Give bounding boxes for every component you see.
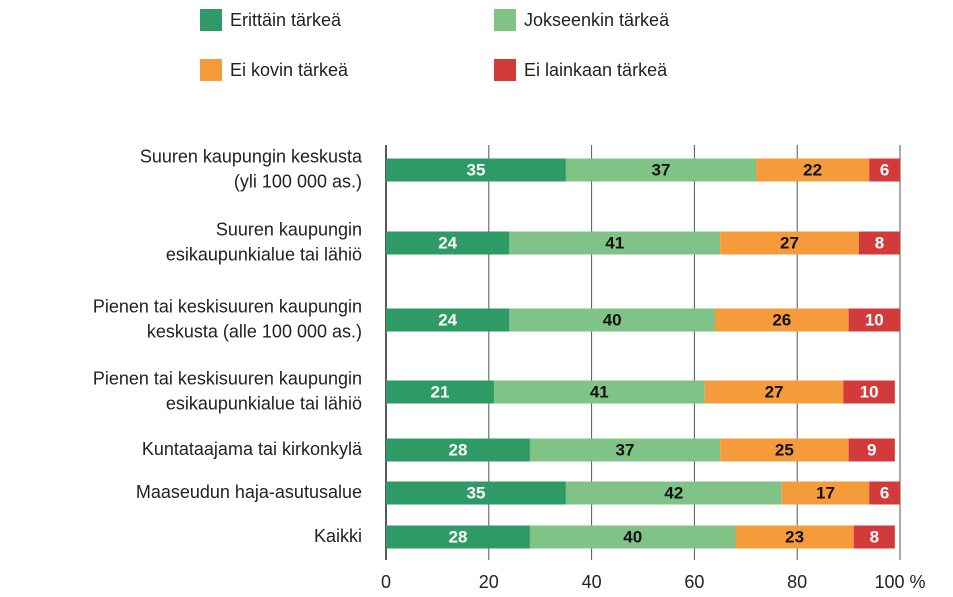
value-label: 27 [780, 233, 799, 252]
value-label: 6 [880, 160, 889, 179]
legend-label: Jokseenkin tärkeä [524, 10, 670, 30]
value-label: 35 [466, 160, 485, 179]
legend-label: Erittäin tärkeä [230, 10, 342, 30]
category-label: Kuntataajama tai kirkonkylä [142, 439, 363, 459]
bar-segment [509, 231, 721, 255]
x-tick-label: 80 [787, 572, 807, 592]
bar-segment [386, 525, 530, 549]
value-label: 23 [785, 527, 804, 546]
bar-segment [869, 158, 900, 182]
legend-swatch [200, 59, 222, 81]
bar-segment [529, 438, 721, 462]
value-label: 8 [875, 233, 884, 252]
bar-segment [386, 481, 566, 505]
value-label: 40 [603, 310, 622, 329]
category-label-line: Suuren kaupungin [216, 219, 362, 239]
value-label: 27 [765, 382, 784, 401]
value-label: 41 [590, 382, 609, 401]
value-label: 24 [438, 233, 457, 252]
category-label: Suuren kaupungin esikaupunkialue tai lähi… [166, 219, 362, 264]
bar-segment [493, 380, 705, 404]
bar-segment [704, 380, 844, 404]
category-label: Pienen tai keskisuuren kaupungin keskusta… [93, 296, 362, 341]
legend-swatch [494, 9, 516, 31]
bar-segment [848, 308, 900, 332]
bar-segment [386, 308, 510, 332]
value-label: 26 [772, 310, 791, 329]
category-label: Pienen tai keskisuuren kaupungin esikaupu… [93, 368, 362, 413]
bar-segment [386, 231, 510, 255]
bar-segment [509, 308, 715, 332]
value-label: 10 [865, 310, 884, 329]
value-label: 9 [867, 440, 876, 459]
bar-segment [843, 380, 895, 404]
category-label-line: (yli 100 000 as.) [234, 171, 362, 191]
value-label: 37 [652, 160, 671, 179]
value-label: 8 [870, 527, 879, 546]
x-tick-label: 40 [582, 572, 602, 592]
bar-segment [386, 438, 530, 462]
legend-swatch [200, 9, 222, 31]
value-label: 42 [664, 483, 683, 502]
bar-segment [565, 158, 757, 182]
bar-segment [735, 525, 854, 549]
bar-segment [869, 481, 900, 505]
category-label: Maaseudun haja-asutusalue [136, 482, 362, 502]
category-label-line: Suuren kaupungin keskusta [140, 146, 363, 166]
legend-swatch [494, 59, 516, 81]
bar-segment [858, 231, 900, 255]
value-label: 25 [775, 440, 794, 459]
bar-segment [720, 231, 859, 255]
bar-segment [714, 308, 849, 332]
value-label: 17 [816, 483, 835, 502]
bar-segment [386, 380, 494, 404]
value-label: 21 [431, 382, 450, 401]
bar-segment [853, 525, 895, 549]
bar-segment [386, 158, 566, 182]
category-label-line: esikaupunkialue tai lähiö [166, 393, 362, 413]
legend-label: Ei kovin tärkeä [230, 60, 349, 80]
value-label: 10 [860, 382, 879, 401]
value-label: 22 [803, 160, 822, 179]
bar-segment [565, 481, 782, 505]
category-label-line: Pienen tai keskisuuren kaupungin [93, 296, 362, 316]
category-label-line: keskusta (alle 100 000 as.) [147, 321, 362, 341]
bar-segment [529, 525, 736, 549]
legend-label: Ei lainkaan tärkeä [524, 60, 668, 80]
x-tick-label: 60 [684, 572, 704, 592]
category-label-line: Kaikki [314, 526, 362, 546]
value-label: 41 [605, 233, 624, 252]
bar-segment [756, 158, 870, 182]
category-label-line: Kuntataajama tai kirkonkylä [142, 439, 363, 459]
category-label: Suuren kaupungin keskusta (yli 100 000 as… [140, 146, 363, 191]
category-label-line: Pienen tai keskisuuren kaupungin [93, 368, 362, 388]
value-label: 35 [466, 483, 485, 502]
x-tick-label: 100 % [874, 572, 925, 592]
category-label-line: esikaupunkialue tai lähiö [166, 244, 362, 264]
value-label: 28 [448, 440, 467, 459]
x-tick-label: 0 [381, 572, 391, 592]
value-label: 37 [616, 440, 635, 459]
value-label: 24 [438, 310, 457, 329]
bar-segment [720, 438, 849, 462]
bar-segment [781, 481, 870, 505]
category-label: Kaikki [314, 526, 362, 546]
value-label: 28 [448, 527, 467, 546]
bar-segment [848, 438, 895, 462]
value-label: 40 [623, 527, 642, 546]
category-label-line: Maaseudun haja-asutusalue [136, 482, 362, 502]
value-label: 6 [880, 483, 889, 502]
x-tick-label: 20 [479, 572, 499, 592]
